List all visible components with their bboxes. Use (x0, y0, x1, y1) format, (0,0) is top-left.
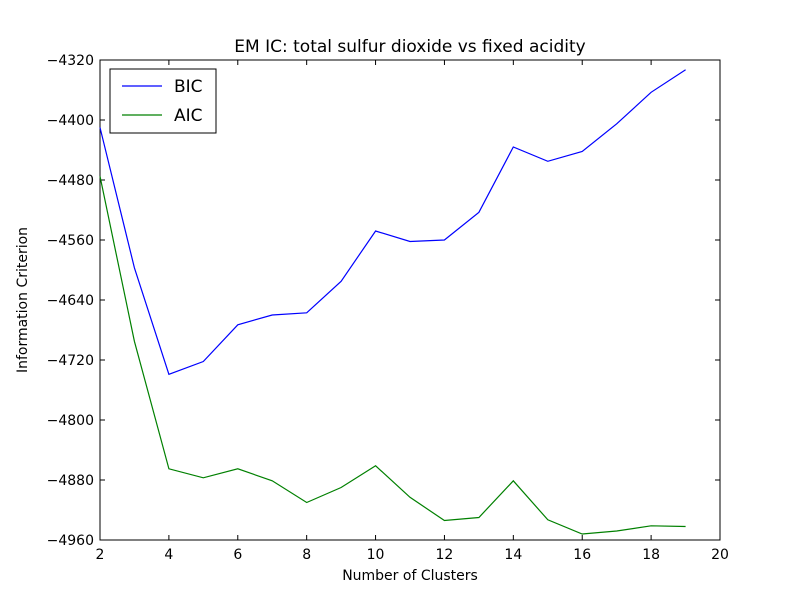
legend-label-aic: AIC (174, 106, 203, 126)
x-tick-label: 6 (233, 547, 242, 563)
y-tick-label: −4320 (47, 53, 94, 69)
y-tick-label: −4560 (47, 233, 94, 249)
x-tick-label: 16 (573, 547, 591, 563)
x-tick-label: 4 (164, 547, 173, 563)
x-tick-label: 2 (96, 547, 105, 563)
x-tick-label: 8 (302, 547, 311, 563)
x-axis-label: Number of Clusters (342, 568, 478, 584)
x-tick-label: 10 (367, 547, 385, 563)
series-line-bic (99, 69, 686, 376)
y-tick-label: −4640 (47, 293, 94, 309)
x-tick-label: 12 (436, 547, 454, 563)
series-line-aic (99, 176, 686, 535)
y-tick-label: −4720 (47, 353, 94, 369)
chart-title: EM IC: total sulfur dioxide vs fixed aci… (234, 37, 585, 57)
y-tick-label: −4960 (47, 533, 94, 549)
y-axis-label: Information Criterion (15, 227, 31, 373)
legend-box (109, 68, 217, 134)
x-tick-label: 18 (642, 547, 660, 563)
legend-label-bic: BIC (174, 77, 203, 97)
x-tick-label: 14 (504, 547, 522, 563)
y-tick-label: −4800 (47, 413, 94, 429)
y-tick-label: −4480 (47, 173, 94, 189)
legend: BIC AIC (109, 68, 217, 134)
y-tick-label: −4880 (47, 473, 94, 489)
plot-area: 2 4 6 8 10 12 14 16 18 20 −4320 −4400 −4480 −4560 −464… (47, 53, 729, 563)
y-tick-label: −4400 (47, 113, 94, 129)
x-tick-label: 20 (711, 547, 729, 563)
